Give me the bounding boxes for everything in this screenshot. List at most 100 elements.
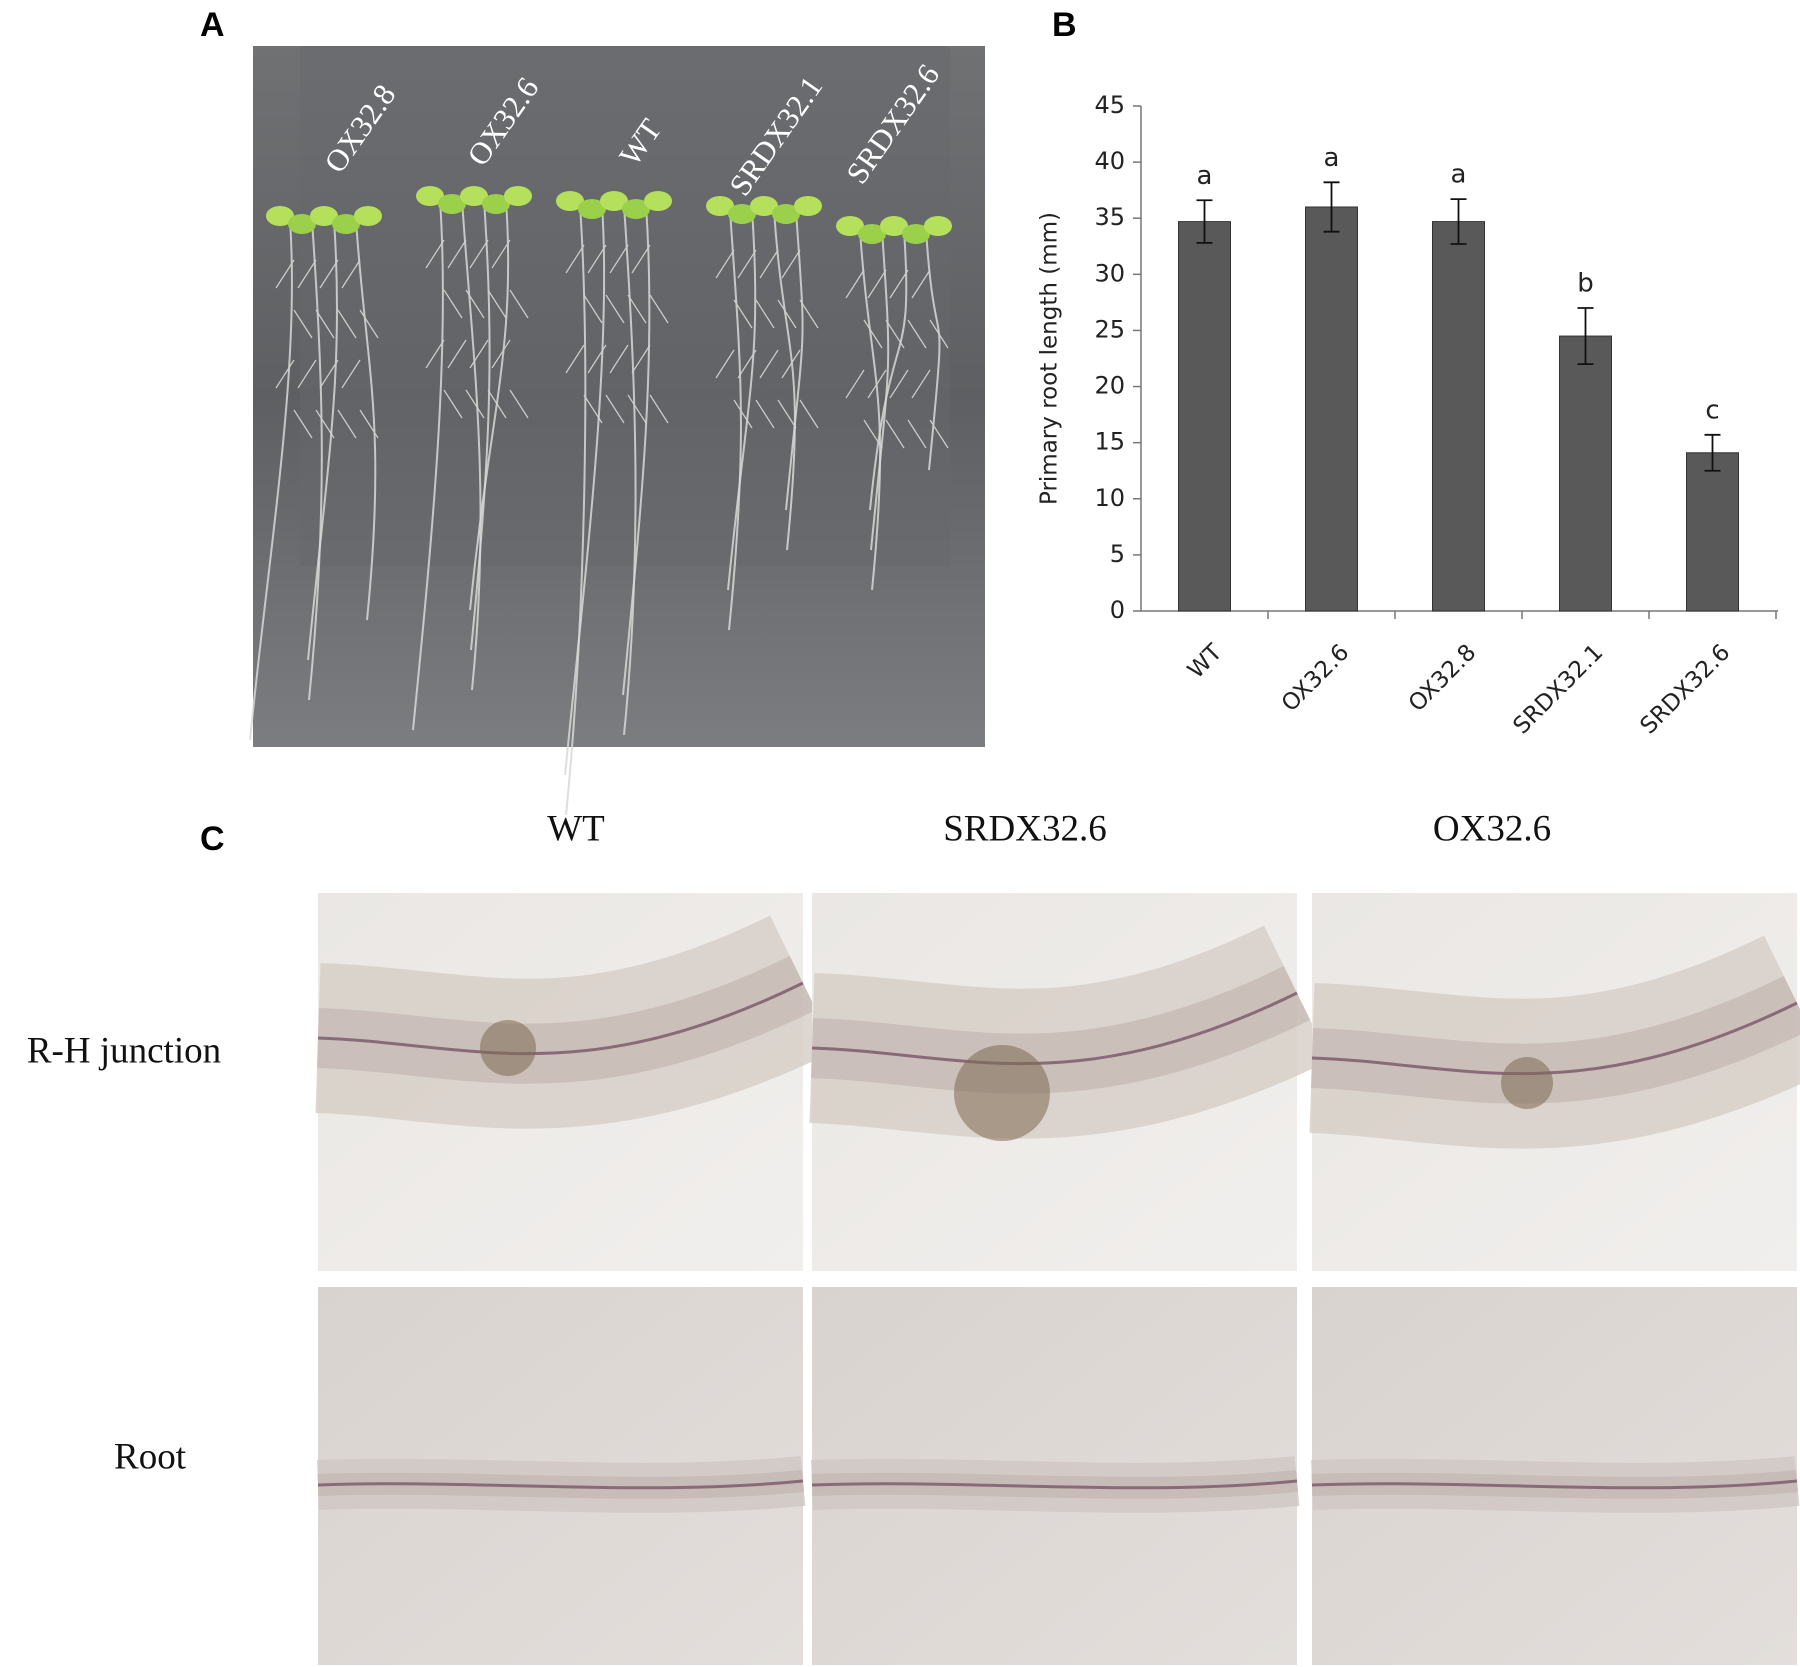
error-bar xyxy=(1577,307,1594,366)
lateral-root xyxy=(447,239,467,269)
lateral-root xyxy=(649,394,669,424)
lateral-root xyxy=(341,359,361,389)
lateral-root xyxy=(737,249,757,279)
lateral-root xyxy=(715,249,735,279)
micrograph xyxy=(314,893,836,1271)
lateral-root xyxy=(443,389,463,419)
x-tick-label: OX32.8 xyxy=(1404,639,1482,717)
lateral-root xyxy=(509,289,529,319)
panel-label: B xyxy=(1052,6,1077,44)
root xyxy=(925,229,941,471)
root xyxy=(859,229,882,591)
seedling-leaf xyxy=(600,191,628,211)
significance-letter: b xyxy=(1577,269,1594,299)
lateral-root xyxy=(469,339,489,369)
lateral-root xyxy=(609,344,629,374)
row-label: Root xyxy=(114,1436,187,1477)
lateral-root xyxy=(777,299,797,329)
bar xyxy=(1559,335,1612,612)
y-axis-label: Primary root length (mm) xyxy=(1037,212,1063,505)
x-tick-label: SRDX32.1 xyxy=(1508,639,1608,739)
lateral-root xyxy=(777,399,797,429)
x-tick-label: SRDX32.6 xyxy=(1635,639,1735,739)
lateral-root xyxy=(487,289,507,319)
lateral-root xyxy=(889,369,909,399)
lateral-root xyxy=(755,399,775,429)
lateral-root xyxy=(275,259,295,289)
lateral-root xyxy=(733,399,753,429)
lateral-root xyxy=(929,419,949,449)
error-bar xyxy=(1450,198,1467,245)
y-tick-label: 40 xyxy=(1094,147,1125,175)
lateral-root xyxy=(587,344,607,374)
lateral-root xyxy=(587,244,607,274)
column-label: OX32.6 xyxy=(1433,808,1551,849)
lateral-root xyxy=(759,349,779,379)
root xyxy=(870,229,890,551)
micrograph xyxy=(1308,893,1800,1271)
error-bar xyxy=(1704,433,1721,472)
lateral-root xyxy=(605,294,625,324)
seedling-leaf xyxy=(288,214,316,234)
lateral-root xyxy=(631,344,651,374)
lateral-root xyxy=(337,409,357,439)
root xyxy=(469,199,510,611)
lateral-root xyxy=(465,389,485,419)
root xyxy=(308,219,323,701)
lateral-root xyxy=(315,309,335,339)
significance-letter: c xyxy=(1705,395,1719,425)
error-bar xyxy=(1323,181,1340,233)
lateral-root xyxy=(867,269,887,299)
lateral-root xyxy=(509,389,529,419)
lateral-root xyxy=(929,319,949,349)
lateral-root xyxy=(755,299,775,329)
lateral-root xyxy=(465,289,485,319)
lateral-root xyxy=(911,369,931,399)
seedling-leaf xyxy=(332,214,360,234)
seedling-leaf xyxy=(504,186,532,206)
root xyxy=(249,219,293,741)
significance-letter: a xyxy=(1324,143,1340,173)
x-tick-label: OX32.6 xyxy=(1277,639,1355,717)
seedling-leaf xyxy=(880,216,908,236)
root xyxy=(564,204,606,776)
seedling-leaf xyxy=(836,216,864,236)
plate-photo: OX32.8 OX32.6 WT SRDX32.1 SRDX32.6 xyxy=(249,46,985,816)
y-tick-label: 35 xyxy=(1094,203,1125,231)
root xyxy=(461,199,482,691)
lateral-root xyxy=(293,409,313,439)
hypocotyl-junction xyxy=(954,1045,1050,1141)
lateral-root xyxy=(889,269,909,299)
lateral-root xyxy=(863,319,883,349)
root xyxy=(727,209,757,591)
row-label: R-H junction xyxy=(27,1030,221,1071)
lateral-root xyxy=(649,294,669,324)
vascular-stele xyxy=(1311,1479,1798,1490)
seedling-leaf xyxy=(482,194,510,214)
seedling-leaf xyxy=(794,196,822,216)
significance-letter: a xyxy=(1197,161,1213,191)
column-label: WT xyxy=(547,808,605,849)
lateral-root xyxy=(341,259,361,289)
root xyxy=(623,204,637,736)
lateral-root xyxy=(627,394,647,424)
seedling-leaf xyxy=(728,204,756,224)
seedling-leaf xyxy=(644,191,672,211)
micrograph xyxy=(811,1287,1300,1665)
vascular-stele xyxy=(317,1479,804,1490)
lateral-root xyxy=(319,359,339,389)
lateral-root xyxy=(319,259,339,289)
lateral-root xyxy=(799,399,819,429)
root xyxy=(412,199,444,731)
seedling-leaf xyxy=(416,186,444,206)
y-tick-label: 45 xyxy=(1094,91,1125,119)
seedling-leaf xyxy=(310,206,338,226)
bar xyxy=(1305,206,1358,612)
lateral-root xyxy=(469,239,489,269)
root xyxy=(869,229,908,511)
error-bar xyxy=(1196,199,1213,244)
lateral-root xyxy=(627,294,647,324)
lateral-root xyxy=(337,309,357,339)
lateral-root xyxy=(907,419,927,449)
lateral-root xyxy=(609,244,629,274)
